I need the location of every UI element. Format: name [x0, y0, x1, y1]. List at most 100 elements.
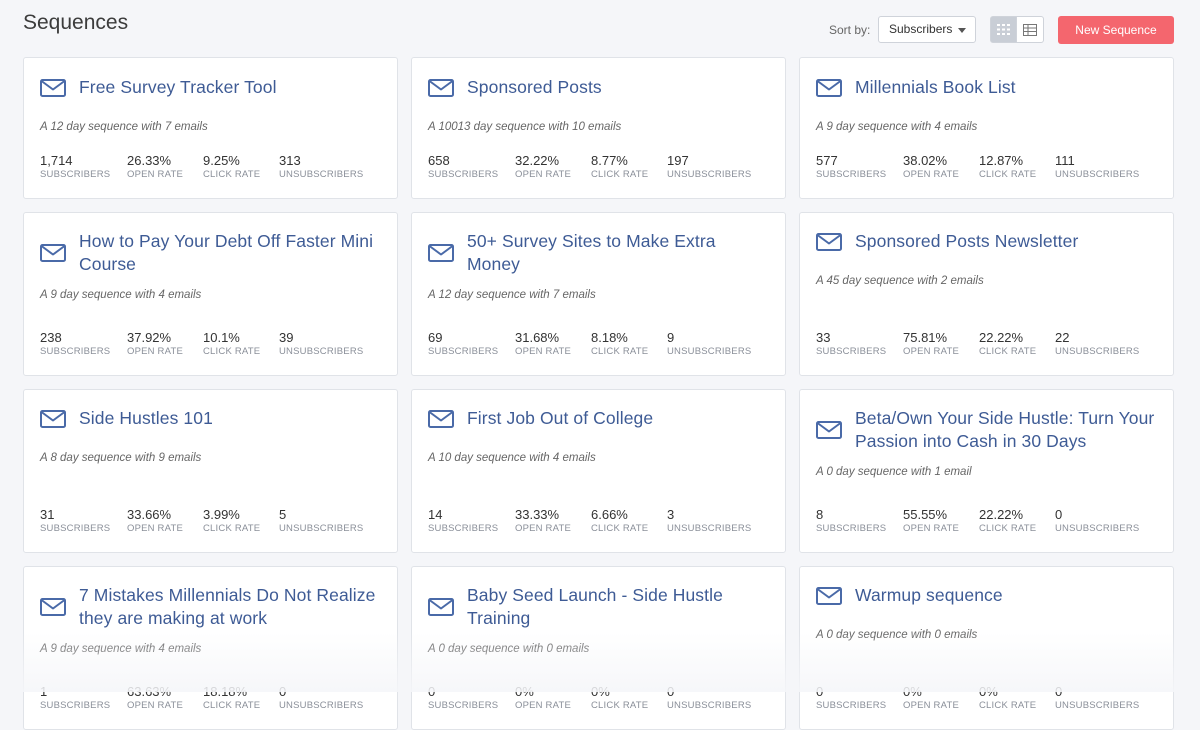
sequence-title[interactable]: Sponsored Posts	[467, 77, 602, 98]
sequence-stats: 33 SUBSCRIBERS 75.81% OPEN RATE 22.22% C…	[816, 330, 1155, 358]
unsubscribers-value: 0	[279, 684, 287, 699]
open-rate-label: OPEN RATE	[127, 700, 183, 711]
stat-open-rate: 63.63% OPEN RATE	[127, 684, 203, 712]
sequence-stats: 1,714 SUBSCRIBERS 26.33% OPEN RATE 9.25%…	[40, 153, 379, 181]
grid-view-button[interactable]	[990, 16, 1017, 43]
subscribers-label: SUBSCRIBERS	[428, 169, 499, 180]
subscribers-label: SUBSCRIBERS	[816, 523, 887, 534]
open-rate-label: OPEN RATE	[903, 700, 959, 711]
sequence-card[interactable]: Beta/Own Your Side Hustle: Turn Your Pas…	[799, 389, 1174, 553]
subscribers-value: 1,714	[40, 153, 73, 168]
subscribers-label: SUBSCRIBERS	[40, 523, 111, 534]
click-rate-value: 22.22%	[979, 507, 1024, 522]
sort-dropdown[interactable]: Subscribers	[878, 16, 976, 43]
sequence-grid: Free Survey Tracker Tool A 12 day sequen…	[23, 57, 1174, 730]
open-rate-value: 26.33%	[127, 153, 172, 168]
open-rate-label: OPEN RATE	[127, 346, 183, 357]
sequence-card[interactable]: 7 Mistakes Millennials Do Not Realize th…	[23, 566, 398, 730]
sequence-title[interactable]: 7 Mistakes Millennials Do Not Realize th…	[79, 584, 376, 629]
sequence-card[interactable]: How to Pay Your Debt Off Faster Mini Cou…	[23, 212, 398, 376]
subscribers-label: SUBSCRIBERS	[816, 169, 887, 180]
subscribers-label: SUBSCRIBERS	[40, 700, 111, 711]
sequence-title[interactable]: Side Hustles 101	[79, 408, 213, 429]
sequence-card[interactable]: Side Hustles 101 A 8 day sequence with 9…	[23, 389, 398, 553]
sequence-card[interactable]: 50+ Survey Sites to Make Extra Money A 1…	[411, 212, 786, 376]
subscribers-label: SUBSCRIBERS	[428, 523, 499, 534]
sequence-card[interactable]: Warmup sequence A 0 day sequence with 0 …	[799, 566, 1174, 730]
sequence-title[interactable]: Sponsored Posts Newsletter	[855, 231, 1079, 252]
subscribers-label: SUBSCRIBERS	[40, 346, 111, 357]
sequence-description: A 12 day sequence with 7 emails	[428, 289, 596, 301]
sort-label: Sort by:	[829, 23, 871, 37]
sequence-title[interactable]: 50+ Survey Sites to Make Extra Money	[467, 230, 716, 275]
unsubscribers-label: UNSUBSCRIBERS	[279, 700, 364, 711]
sequence-description: A 0 day sequence with 1 email	[816, 466, 972, 478]
sequence-title[interactable]: How to Pay Your Debt Off Faster Mini Cou…	[79, 230, 374, 275]
sequence-card[interactable]: Sponsored Posts Newsletter A 45 day sequ…	[799, 212, 1174, 376]
subscribers-value: 8	[816, 507, 824, 522]
subscribers-value: 0	[816, 684, 824, 699]
sequence-description: A 8 day sequence with 9 emails	[40, 452, 202, 464]
open-rate-label: OPEN RATE	[515, 700, 571, 711]
unsubscribers-value: 3	[667, 507, 675, 522]
sequence-card[interactable]: Millennials Book List A 9 day sequence w…	[799, 57, 1174, 199]
subscribers-label: SUBSCRIBERS	[428, 700, 499, 711]
stat-unsubscribers: 313 UNSUBSCRIBERS	[279, 153, 379, 181]
unsubscribers-value: 0	[1055, 684, 1063, 699]
sequence-card[interactable]: First Job Out of College A 10 day sequen…	[411, 389, 786, 553]
sequence-description: A 9 day sequence with 4 emails	[40, 289, 202, 301]
sort-value: Subscribers	[889, 22, 953, 36]
sequence-title[interactable]: Beta/Own Your Side Hustle: Turn Your Pas…	[855, 407, 1155, 452]
unsubscribers-value: 22	[1055, 330, 1070, 345]
sequence-stats: 14 SUBSCRIBERS 33.33% OPEN RATE 6.66% CL…	[428, 507, 767, 535]
subscribers-label: SUBSCRIBERS	[40, 169, 111, 180]
stat-open-rate: 55.55% OPEN RATE	[903, 507, 979, 535]
stat-unsubscribers: 0 UNSUBSCRIBERS	[279, 684, 379, 712]
subscribers-value: 33	[816, 330, 831, 345]
stat-unsubscribers: 0 UNSUBSCRIBERS	[1055, 684, 1155, 712]
open-rate-value: 37.92%	[127, 330, 172, 345]
envelope-icon	[40, 410, 66, 428]
sequence-stats: 577 SUBSCRIBERS 38.02% OPEN RATE 12.87% …	[816, 153, 1155, 181]
stat-open-rate: 33.66% OPEN RATE	[127, 507, 203, 535]
page-title: Sequences	[23, 11, 129, 34]
stat-open-rate: 0% OPEN RATE	[903, 684, 979, 712]
stat-click-rate: 0% CLICK RATE	[979, 684, 1055, 712]
unsubscribers-value: 111	[1055, 153, 1075, 168]
click-rate-label: CLICK RATE	[979, 700, 1037, 711]
open-rate-label: OPEN RATE	[127, 169, 183, 180]
stat-subscribers: 33 SUBSCRIBERS	[816, 330, 903, 358]
card-header: How to Pay Your Debt Off Faster Mini Cou…	[40, 229, 381, 277]
sequence-title[interactable]: Free Survey Tracker Tool	[79, 77, 277, 98]
unsubscribers-label: UNSUBSCRIBERS	[667, 169, 752, 180]
click-rate-label: CLICK RATE	[591, 169, 649, 180]
sequence-card[interactable]: Baby Seed Launch - Side Hustle Training …	[411, 566, 786, 730]
sequence-card[interactable]: Sponsored Posts A 10013 day sequence wit…	[411, 57, 786, 199]
sequence-stats: 658 SUBSCRIBERS 32.22% OPEN RATE 8.77% C…	[428, 153, 767, 181]
click-rate-label: CLICK RATE	[203, 700, 261, 711]
unsubscribers-value: 0	[667, 684, 675, 699]
sequence-card[interactable]: Free Survey Tracker Tool A 12 day sequen…	[23, 57, 398, 199]
stat-click-rate: 3.99% CLICK RATE	[203, 507, 279, 535]
click-rate-label: CLICK RATE	[591, 523, 649, 534]
new-sequence-button[interactable]: New Sequence	[1058, 16, 1174, 44]
sequence-title[interactable]: Warmup sequence	[855, 585, 1003, 606]
chevron-down-icon	[958, 28, 966, 33]
stat-subscribers: 658 SUBSCRIBERS	[428, 153, 515, 181]
sequence-title[interactable]: Baby Seed Launch - Side Hustle Training	[467, 584, 723, 629]
table-view-button[interactable]	[1017, 16, 1044, 43]
open-rate-value: 32.22%	[515, 153, 560, 168]
stat-subscribers: 14 SUBSCRIBERS	[428, 507, 515, 535]
stat-open-rate: 38.02% OPEN RATE	[903, 153, 979, 181]
sequence-title[interactable]: First Job Out of College	[467, 408, 654, 429]
open-rate-label: OPEN RATE	[127, 523, 183, 534]
sequence-title[interactable]: Millennials Book List	[855, 77, 1016, 98]
unsubscribers-value: 313	[279, 153, 301, 168]
stat-subscribers: 0 SUBSCRIBERS	[816, 684, 903, 712]
open-rate-label: OPEN RATE	[515, 523, 571, 534]
stat-open-rate: 75.81% OPEN RATE	[903, 330, 979, 358]
click-rate-value: 22.22%	[979, 330, 1024, 345]
stat-subscribers: 1 SUBSCRIBERS	[40, 684, 127, 712]
sequence-description: A 45 day sequence with 2 emails	[816, 275, 984, 287]
stat-open-rate: 32.22% OPEN RATE	[515, 153, 591, 181]
